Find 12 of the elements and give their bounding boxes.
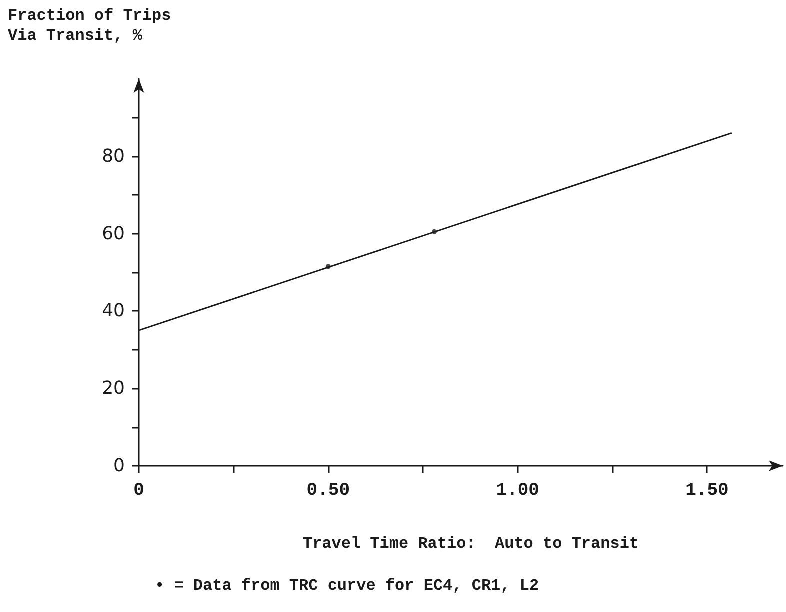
x-tick-label: 1.00 [496, 481, 540, 501]
x-tick-label: 0 [134, 481, 144, 501]
y-tick-label: 20 [102, 378, 125, 400]
x-tick-label: 0.50 [306, 481, 350, 501]
y-tick-label: 0 [114, 456, 125, 476]
y-tick-label: 80 [102, 146, 125, 167]
x-axis-title: Travel Time Ratio: Auto to Transit [302, 535, 640, 553]
y-tick-label: 40 [102, 300, 125, 322]
x-tick-label: 1.50 [686, 481, 729, 501]
y-tick-label: 60 [102, 223, 125, 244]
y-axis-title: Fraction of Trips Via Transit, % [8, 7, 181, 45]
text: • = Data from TRC curve for EC4, CR1, L2 [155, 577, 540, 595]
